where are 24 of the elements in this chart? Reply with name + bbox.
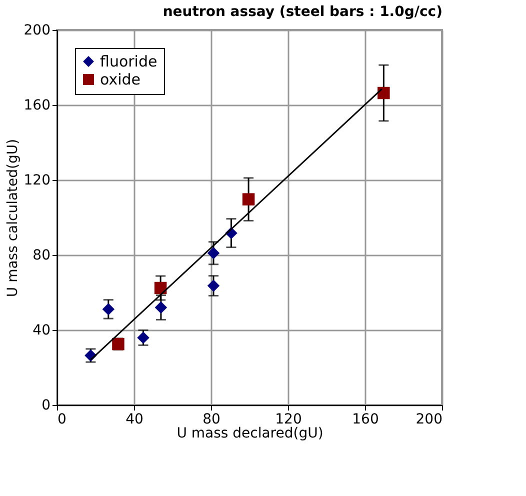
point: [207, 247, 220, 260]
y-tick-label: 160: [24, 98, 50, 114]
y-tick-label: 200: [24, 22, 50, 38]
x-tick-label: 200: [416, 412, 442, 428]
y-tick-label: 0: [42, 398, 50, 414]
x-axis-title: U mass declared(gU): [176, 426, 324, 442]
point: [137, 332, 150, 344]
y-tick-label: 120: [24, 172, 50, 188]
point: [102, 303, 115, 316]
point: [154, 301, 168, 314]
chart-title: neutron assay (steel bars : 1.0g/cc): [162, 4, 442, 20]
point: [378, 86, 390, 100]
y-tick-label: 40: [32, 322, 50, 338]
y-tick-label: 80: [32, 248, 50, 264]
legend-label: oxide: [100, 70, 141, 88]
y-axis-title: U mass calculated(gU): [4, 138, 21, 298]
x-tick-label: 40: [126, 412, 144, 428]
point: [207, 280, 220, 292]
legend-label: fluoride: [100, 52, 158, 70]
point: [242, 193, 255, 206]
x-tick-label: 160: [352, 412, 379, 428]
x-tick-label: 0: [58, 412, 66, 428]
x-tick-label: 120: [275, 412, 302, 428]
x-tick-label: 80: [202, 412, 220, 428]
